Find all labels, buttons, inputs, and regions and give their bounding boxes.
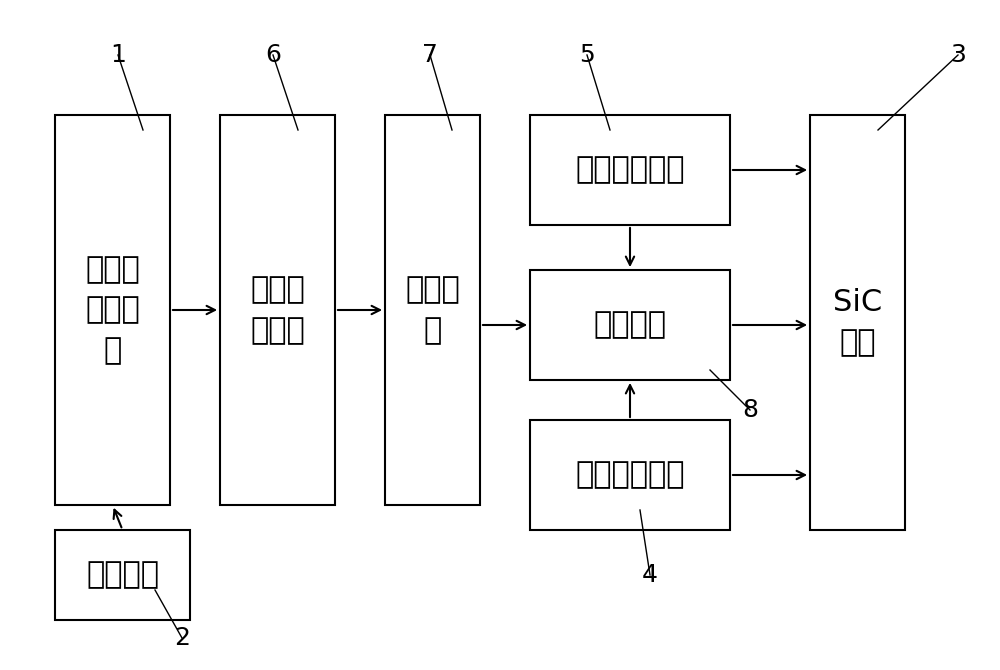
Text: 谐振电路: 谐振电路	[594, 310, 666, 340]
Bar	[530, 420, 730, 530]
Text: 3: 3	[950, 43, 966, 67]
Text: 4: 4	[642, 563, 658, 587]
Text: 电源电路: 电源电路	[86, 561, 159, 590]
Bar	[220, 115, 335, 505]
Bar	[530, 115, 730, 225]
Bar	[55, 530, 190, 620]
Text: 8: 8	[742, 398, 758, 422]
Text: 放大电
路: 放大电 路	[405, 275, 460, 345]
Bar	[810, 115, 905, 530]
Text: 数字控
制器电
路: 数字控 制器电 路	[85, 255, 140, 365]
Text: 1: 1	[110, 43, 126, 67]
Text: 2: 2	[174, 626, 190, 650]
Bar	[55, 115, 170, 505]
Bar	[385, 115, 480, 505]
Text: 6: 6	[265, 43, 281, 67]
Text: 5: 5	[579, 43, 595, 67]
Text: SiC
器件: SiC 器件	[833, 287, 882, 357]
Bar	[530, 270, 730, 380]
Text: 负压产生电路: 负压产生电路	[575, 155, 685, 184]
Text: 数字隔
离电路: 数字隔 离电路	[250, 275, 305, 345]
Text: 串扰抑制电路: 串扰抑制电路	[575, 460, 685, 490]
Text: 7: 7	[422, 43, 438, 67]
